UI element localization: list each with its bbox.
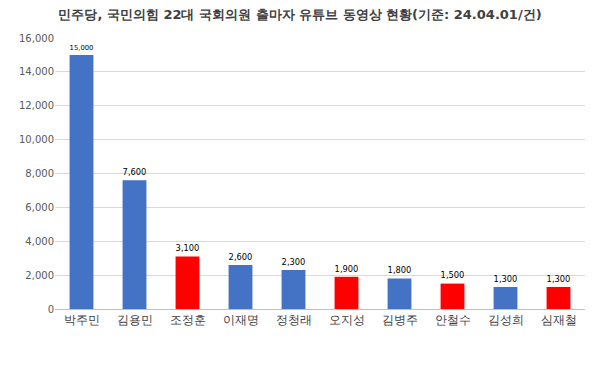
svg-text:오지성: 오지성 <box>329 313 365 327</box>
svg-text:1,900: 1,900 <box>335 264 359 274</box>
svg-text:12,000: 12,000 <box>19 100 54 111</box>
svg-text:심재철: 심재철 <box>541 313 577 327</box>
svg-text:6,000: 6,000 <box>25 202 54 213</box>
svg-text:김용민: 김용민 <box>117 313 153 327</box>
svg-text:7,600: 7,600 <box>123 167 147 177</box>
svg-text:1,800: 1,800 <box>388 265 412 275</box>
svg-text:박주민: 박주민 <box>64 313 100 327</box>
svg-text:2,000: 2,000 <box>25 270 54 281</box>
svg-text:0: 0 <box>48 304 54 315</box>
svg-text:16,000: 16,000 <box>19 33 54 44</box>
svg-text:10,000: 10,000 <box>19 134 54 145</box>
svg-text:1,500: 1,500 <box>441 270 465 280</box>
svg-text:안철수: 안철수 <box>435 313 471 327</box>
svg-text:정청래: 정청래 <box>276 313 312 327</box>
svg-text:민주당, 국민의힘 22대 국회의원 출마자 유튜브 동영상: 민주당, 국민의힘 22대 국회의원 출마자 유튜브 동영상 현황(기준: 24… <box>58 7 541 22</box>
svg-text:8,000: 8,000 <box>25 168 54 179</box>
svg-text:14,000: 14,000 <box>19 66 54 77</box>
svg-text:김병주: 김병주 <box>382 313 418 327</box>
svg-text:조정훈: 조정훈 <box>170 313 206 327</box>
svg-text:2,300: 2,300 <box>282 257 306 267</box>
svg-text:2,600: 2,600 <box>229 252 253 262</box>
svg-text:김성희: 김성희 <box>488 313 524 327</box>
svg-text:4,000: 4,000 <box>25 236 54 247</box>
svg-text:이재명: 이재명 <box>223 313 259 327</box>
svg-text:3,100: 3,100 <box>176 243 200 253</box>
svg-text:15,000: 15,000 <box>70 44 94 52</box>
svg-text:1,300: 1,300 <box>494 274 518 284</box>
svg-text:1,300: 1,300 <box>547 274 571 284</box>
